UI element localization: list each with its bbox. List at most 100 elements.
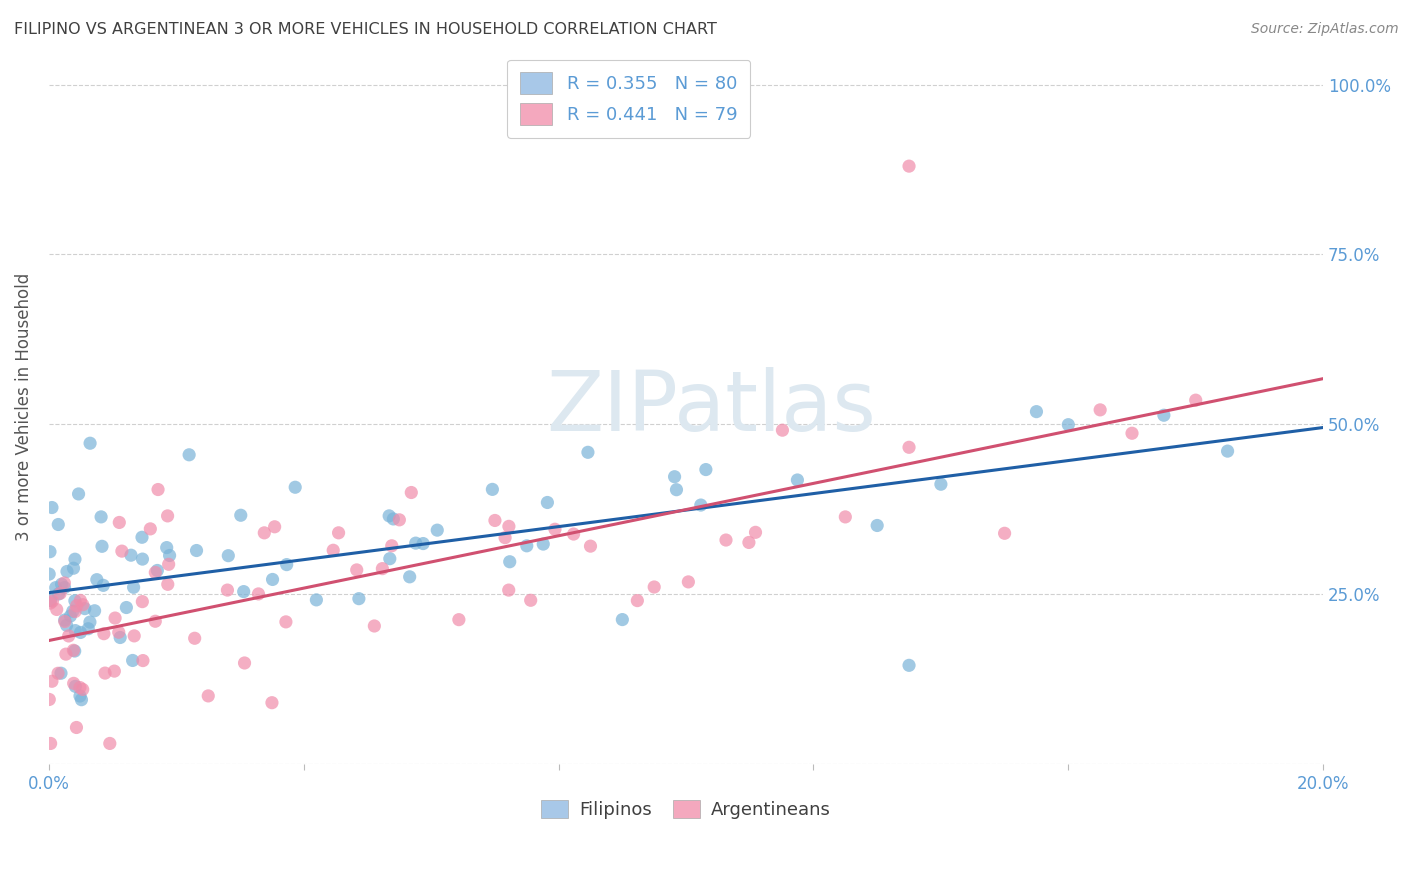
Point (111, 544, 134, 558)
Point (77, 622, 100, 636)
Point (481, 483, 503, 497)
Point (143, 614, 166, 628)
Point (371, 561, 394, 575)
Point (107, 625, 129, 640)
Point (94, 666, 117, 681)
Point (65, 624, 87, 638)
Point (62, 643, 84, 657)
Point (120, 548, 142, 562)
Text: Source: ZipAtlas.com: Source: ZipAtlas.com (1251, 22, 1399, 37)
Point (48, 587, 70, 601)
Point (55, 647, 77, 661)
Point (260, 696, 283, 710)
Point (146, 564, 169, 578)
Point (69, 625, 91, 640)
Point (695, 462, 717, 476)
Point (626, 593, 648, 607)
Point (65, 679, 87, 693)
Point (994, 526, 1017, 541)
Point (90, 509, 112, 524)
Point (70, 692, 93, 706)
Point (382, 512, 405, 526)
Point (72, 682, 94, 697)
Point (104, 611, 127, 625)
Point (305, 593, 328, 607)
Point (738, 535, 761, 549)
Point (1121, 426, 1143, 441)
Point (398, 570, 420, 584)
Point (56, 565, 79, 579)
Point (484, 513, 506, 527)
Point (38, 692, 60, 706)
Point (664, 469, 686, 483)
Point (63, 644, 86, 658)
Point (93, 626, 115, 640)
Point (498, 519, 520, 533)
Point (122, 629, 145, 643)
Point (898, 159, 921, 173)
Point (67, 487, 90, 501)
Point (866, 518, 889, 533)
Point (45, 581, 67, 595)
Point (122, 580, 145, 594)
Point (45, 602, 67, 616)
Point (79, 615, 101, 629)
Point (536, 495, 558, 509)
Point (229, 508, 252, 523)
Point (276, 558, 298, 572)
Point (499, 555, 522, 569)
Point (156, 577, 179, 591)
Point (217, 549, 239, 563)
Point (898, 440, 921, 454)
Point (1184, 393, 1206, 408)
Point (1025, 404, 1047, 418)
Point (665, 483, 688, 497)
Point (46, 666, 69, 681)
Point (58, 629, 80, 643)
Point (131, 530, 153, 544)
Point (86, 573, 108, 587)
Point (274, 615, 297, 629)
Point (401, 485, 423, 500)
Point (519, 593, 541, 607)
Point (678, 574, 700, 589)
Point (131, 594, 153, 608)
Point (447, 613, 470, 627)
Point (494, 531, 516, 545)
Point (346, 563, 368, 577)
Point (262, 573, 284, 587)
Point (65, 721, 87, 735)
Point (579, 539, 602, 553)
Point (69, 689, 91, 703)
Point (132, 654, 155, 668)
Point (612, 613, 634, 627)
Point (146, 483, 169, 497)
Point (544, 522, 567, 536)
Point (388, 513, 411, 527)
Point (516, 539, 538, 553)
Point (253, 525, 276, 540)
Point (59, 609, 82, 624)
Point (143, 566, 166, 580)
Point (929, 477, 952, 491)
Legend: Filipinos, Argentineans: Filipinos, Argentineans (534, 792, 838, 826)
Text: FILIPINO VS ARGENTINEAN 3 OR MORE VEHICLES IN HOUSEHOLD CORRELATION CHART: FILIPINO VS ARGENTINEAN 3 OR MORE VEHICL… (14, 22, 717, 37)
Point (53, 576, 76, 591)
Point (73, 601, 96, 615)
Point (41, 594, 63, 608)
Point (217, 583, 239, 598)
Point (347, 591, 370, 606)
Point (108, 516, 131, 530)
Point (63, 605, 86, 619)
Point (643, 580, 665, 594)
Point (322, 543, 344, 558)
Point (381, 539, 404, 553)
Point (69, 593, 91, 607)
Point (156, 508, 179, 523)
Point (121, 653, 143, 667)
Point (186, 543, 208, 558)
Point (786, 473, 808, 487)
Point (405, 536, 427, 550)
Point (41, 674, 63, 689)
Point (1057, 417, 1080, 432)
